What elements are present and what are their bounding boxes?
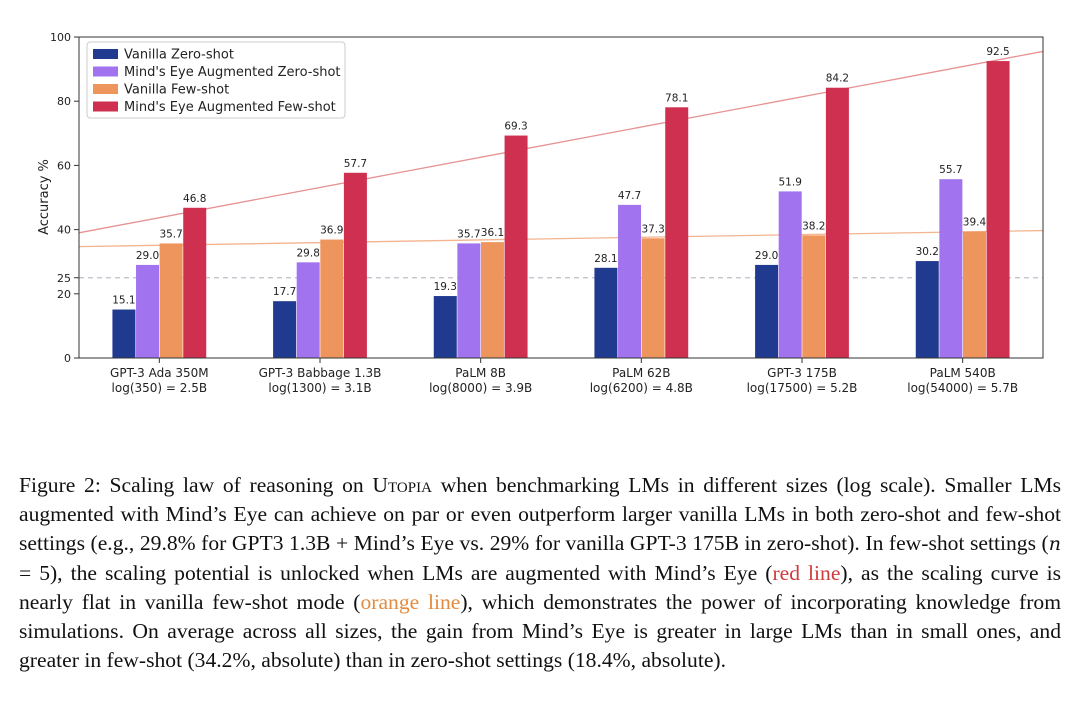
y-tick-label: 80 bbox=[57, 95, 71, 108]
figure-caption: Figure 2: Scaling law of reasoning on Ut… bbox=[19, 471, 1061, 675]
bar bbox=[755, 264, 779, 358]
x-tick-label-log: log(6200) = 4.8B bbox=[590, 381, 693, 395]
bar-value-label: 35.7 bbox=[457, 228, 480, 240]
bar-value-label: 28.1 bbox=[594, 253, 617, 265]
bar-value-label: 36.1 bbox=[481, 227, 504, 239]
legend-swatch bbox=[93, 101, 118, 112]
y-tick-label: 40 bbox=[57, 224, 71, 237]
bar bbox=[802, 235, 826, 358]
figure-label: Figure 2: bbox=[19, 473, 101, 497]
bar-value-label: 36.9 bbox=[320, 225, 343, 237]
bar bbox=[273, 301, 297, 358]
bar-value-label: 84.2 bbox=[826, 73, 849, 85]
bar-value-label: 29.0 bbox=[755, 250, 778, 262]
bar-value-label: 35.7 bbox=[159, 228, 182, 240]
bar-value-label: 29.0 bbox=[136, 250, 159, 262]
benchmark-name: Utopia bbox=[372, 473, 432, 497]
vanilla-few-shot-trend-line bbox=[78, 229, 1044, 248]
bar bbox=[320, 239, 344, 358]
bar bbox=[296, 262, 320, 358]
bar bbox=[641, 238, 665, 358]
plot-frame bbox=[78, 36, 1044, 359]
bar bbox=[825, 87, 849, 358]
legend-box bbox=[86, 41, 346, 119]
bar bbox=[183, 207, 207, 358]
bar-value-label: 46.8 bbox=[183, 193, 206, 205]
x-tick-label-log: log(17500) = 5.2B bbox=[747, 381, 858, 395]
bar bbox=[594, 267, 618, 358]
x-tick-label-model: PaLM 62B bbox=[612, 366, 670, 380]
x-tick-label-model: PaLM 8B bbox=[455, 366, 506, 380]
y-tick-label: 20 bbox=[57, 288, 71, 301]
bar bbox=[433, 296, 457, 358]
legend-entry: Vanilla Zero-shot bbox=[124, 48, 234, 63]
bar-value-label: 55.7 bbox=[939, 164, 962, 176]
bar-value-label: 47.7 bbox=[618, 190, 641, 202]
legend: Vanilla Zero-shot Mind's Eye Augmented Ze… bbox=[86, 41, 346, 119]
legend-swatch bbox=[93, 66, 118, 77]
bar bbox=[457, 243, 481, 358]
caption-text: ), as the scaling curve is nearly flat i… bbox=[19, 561, 1061, 614]
orange-line-reference: orange line bbox=[360, 590, 461, 614]
x-tick-label-model: PaLM 540B bbox=[930, 366, 996, 380]
axes bbox=[78, 36, 1044, 359]
x-tick-label-log: log(350) = 2.5B bbox=[112, 381, 208, 395]
red-line-reference: red line bbox=[772, 561, 841, 585]
bar-value-label: 57.7 bbox=[344, 158, 367, 170]
y-tick-label: 25 bbox=[57, 272, 71, 285]
bars bbox=[112, 61, 1010, 358]
bar-value-label: 19.3 bbox=[434, 281, 457, 293]
legend-swatch bbox=[93, 84, 118, 94]
legend-entry: Mind's Eye Augmented Few-shot bbox=[124, 100, 336, 115]
bar bbox=[778, 191, 802, 358]
x-tick-label-model: GPT-3 Babbage 1.3B bbox=[259, 366, 382, 380]
x-tick-label-log: log(1300) = 3.1B bbox=[268, 381, 371, 395]
y-tick-label: 0 bbox=[64, 352, 71, 365]
bar bbox=[112, 309, 136, 358]
scaling-law-chart: 15.129.035.746.817.729.836.957.719.335.7… bbox=[37, 31, 1044, 395]
bar bbox=[480, 242, 504, 358]
bar-value-label: 39.4 bbox=[963, 217, 987, 229]
bar bbox=[504, 135, 528, 358]
bar bbox=[986, 61, 1010, 358]
bar-value-label: 29.8 bbox=[297, 247, 320, 259]
bar-value-label: 38.2 bbox=[802, 220, 825, 232]
legend-swatch bbox=[93, 49, 118, 59]
bar-value-label: 30.2 bbox=[916, 246, 939, 258]
bar-value-label: 15.1 bbox=[112, 295, 135, 307]
bar-value-label: 17.7 bbox=[273, 286, 296, 298]
bar-value-label: 92.5 bbox=[986, 46, 1009, 58]
bar-value-label: 37.3 bbox=[641, 223, 664, 235]
bar bbox=[665, 107, 689, 358]
legend-entry: Mind's Eye Augmented Zero-shot bbox=[124, 65, 341, 80]
bar-value-label: 78.1 bbox=[665, 92, 688, 104]
caption-text: ), which demonstrates the power of incor… bbox=[19, 590, 1061, 672]
caption-text: Scaling law of reasoning on bbox=[100, 473, 373, 497]
bar bbox=[939, 179, 963, 358]
bar bbox=[343, 172, 367, 358]
x-tick-label-log: log(8000) = 3.9B bbox=[429, 381, 532, 395]
bar bbox=[136, 264, 160, 358]
caption-text: = 5), the scaling potential is unlocked … bbox=[19, 561, 773, 585]
y-axis-ticks: 0 20 25 40 60 80 100 bbox=[50, 31, 79, 365]
bar bbox=[618, 204, 642, 358]
augmented-few-shot-trend-line bbox=[78, 50, 1044, 234]
caption-text: when benchmarking LMs in different sizes… bbox=[19, 473, 1061, 555]
bar-value-labels: 15.129.035.746.817.729.836.957.719.335.7… bbox=[112, 46, 1010, 306]
bar bbox=[915, 261, 939, 358]
y-tick-label: 100 bbox=[50, 31, 71, 44]
bar bbox=[962, 231, 986, 358]
x-tick-label-log: log(54000) = 5.7B bbox=[907, 381, 1018, 395]
y-axis-label: Accuracy % bbox=[37, 159, 52, 235]
legend-entry: Vanilla Few-shot bbox=[124, 83, 229, 98]
bar bbox=[159, 243, 183, 358]
trend-lines bbox=[78, 50, 1044, 248]
bar-value-label: 69.3 bbox=[504, 121, 527, 133]
math-variable: n bbox=[1048, 533, 1061, 555]
x-tick-label-model: GPT-3 Ada 350M bbox=[110, 366, 209, 380]
y-tick-label: 60 bbox=[57, 159, 71, 172]
bar-value-label: 51.9 bbox=[779, 176, 802, 188]
x-tick-label-model: GPT-3 175B bbox=[767, 366, 837, 380]
